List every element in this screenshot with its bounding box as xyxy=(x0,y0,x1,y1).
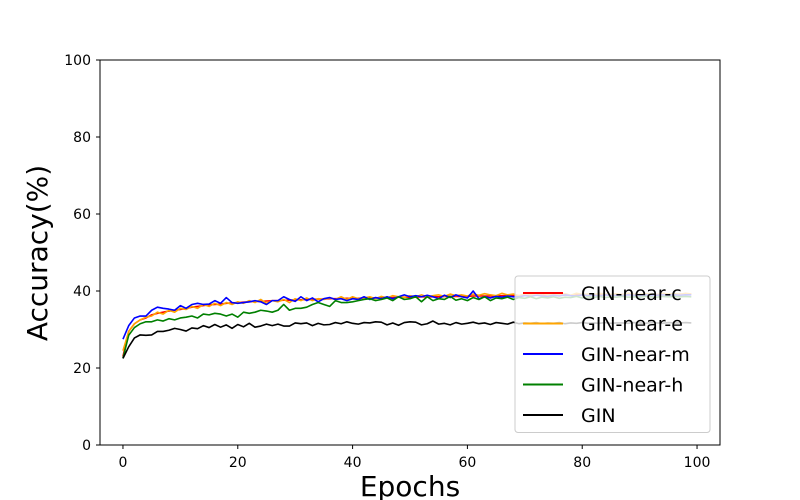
legend-label: GIN-near-m xyxy=(581,344,690,366)
x-tick-label: 100 xyxy=(684,455,711,471)
legend-box xyxy=(514,275,711,433)
x-tick-label: 80 xyxy=(573,455,591,471)
y-tick-label: 60 xyxy=(73,207,91,223)
legend-label: GIN-near-e xyxy=(581,314,683,336)
legend: GIN-near-c GIN-near-e GIN-near-m GIN-near-h… xyxy=(514,275,711,433)
legend-label: GIN-near-h xyxy=(581,375,683,397)
legend-label: GIN xyxy=(581,405,616,427)
x-tick-label: 40 xyxy=(344,455,362,471)
y-axis-title: Accuracy(%) xyxy=(21,165,54,341)
x-tick-label: 60 xyxy=(458,455,476,471)
y-tick-label: 0 xyxy=(82,438,91,454)
y-tick-label: 100 xyxy=(64,53,91,69)
y-tick-label: 40 xyxy=(73,284,91,300)
x-axis: 0 20 40 60 80 100 xyxy=(119,445,711,471)
plot-frame xyxy=(99,59,721,446)
y-axis: 0 20 40 60 80 100 xyxy=(64,53,100,454)
x-tick-label: 20 xyxy=(229,455,247,471)
y-tick-label: 80 xyxy=(73,130,91,146)
x-axis-title: Epochs xyxy=(360,470,460,500)
y-tick-label: 20 xyxy=(73,361,91,377)
x-tick-label: 0 xyxy=(119,455,128,471)
legend-label: GIN-near-c xyxy=(581,283,682,305)
